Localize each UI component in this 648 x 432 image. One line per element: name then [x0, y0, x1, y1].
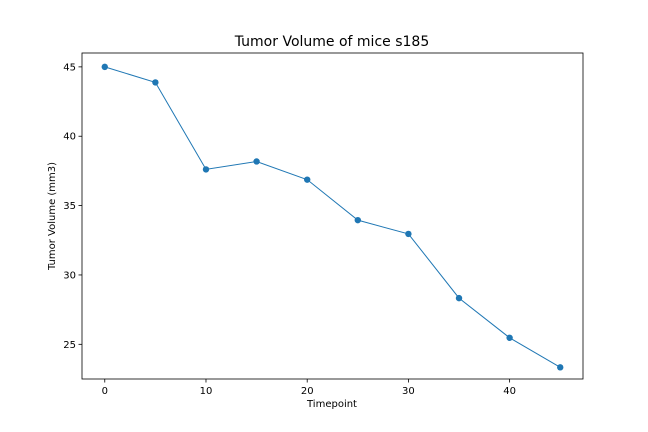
x-tick-label: 40	[503, 386, 516, 397]
data-point	[101, 63, 108, 71]
chart-title: Tumor Volume of mice s185	[234, 34, 429, 50]
x-tick-label: 20	[301, 386, 314, 397]
plot-area: 0 10 20 30 40 25 30 35 40 45	[63, 52, 584, 397]
plot-frame	[81, 52, 584, 380]
data-point	[152, 79, 159, 86]
data-point	[253, 158, 260, 165]
series-line	[104, 66, 561, 368]
x-tick-label: 10	[200, 386, 213, 397]
y-tick-label: 25	[63, 340, 76, 351]
data-point	[455, 294, 463, 302]
data-point	[405, 230, 412, 238]
y-tick-label: 40	[63, 132, 76, 143]
y-tick-label: 30	[63, 270, 76, 281]
data-point	[506, 334, 513, 341]
data-point	[202, 166, 210, 173]
x-tick-label: 30	[402, 386, 415, 397]
x-tick-label: 0	[102, 386, 108, 397]
data-point	[303, 176, 311, 183]
data-point	[354, 216, 362, 224]
y-axis-label: Tumor Volume (mm3)	[47, 162, 58, 271]
y-tick-label: 45	[63, 62, 76, 73]
data-point	[557, 364, 564, 371]
y-tick-label: 35	[63, 201, 76, 212]
x-axis-label: Timepoint	[306, 399, 357, 410]
